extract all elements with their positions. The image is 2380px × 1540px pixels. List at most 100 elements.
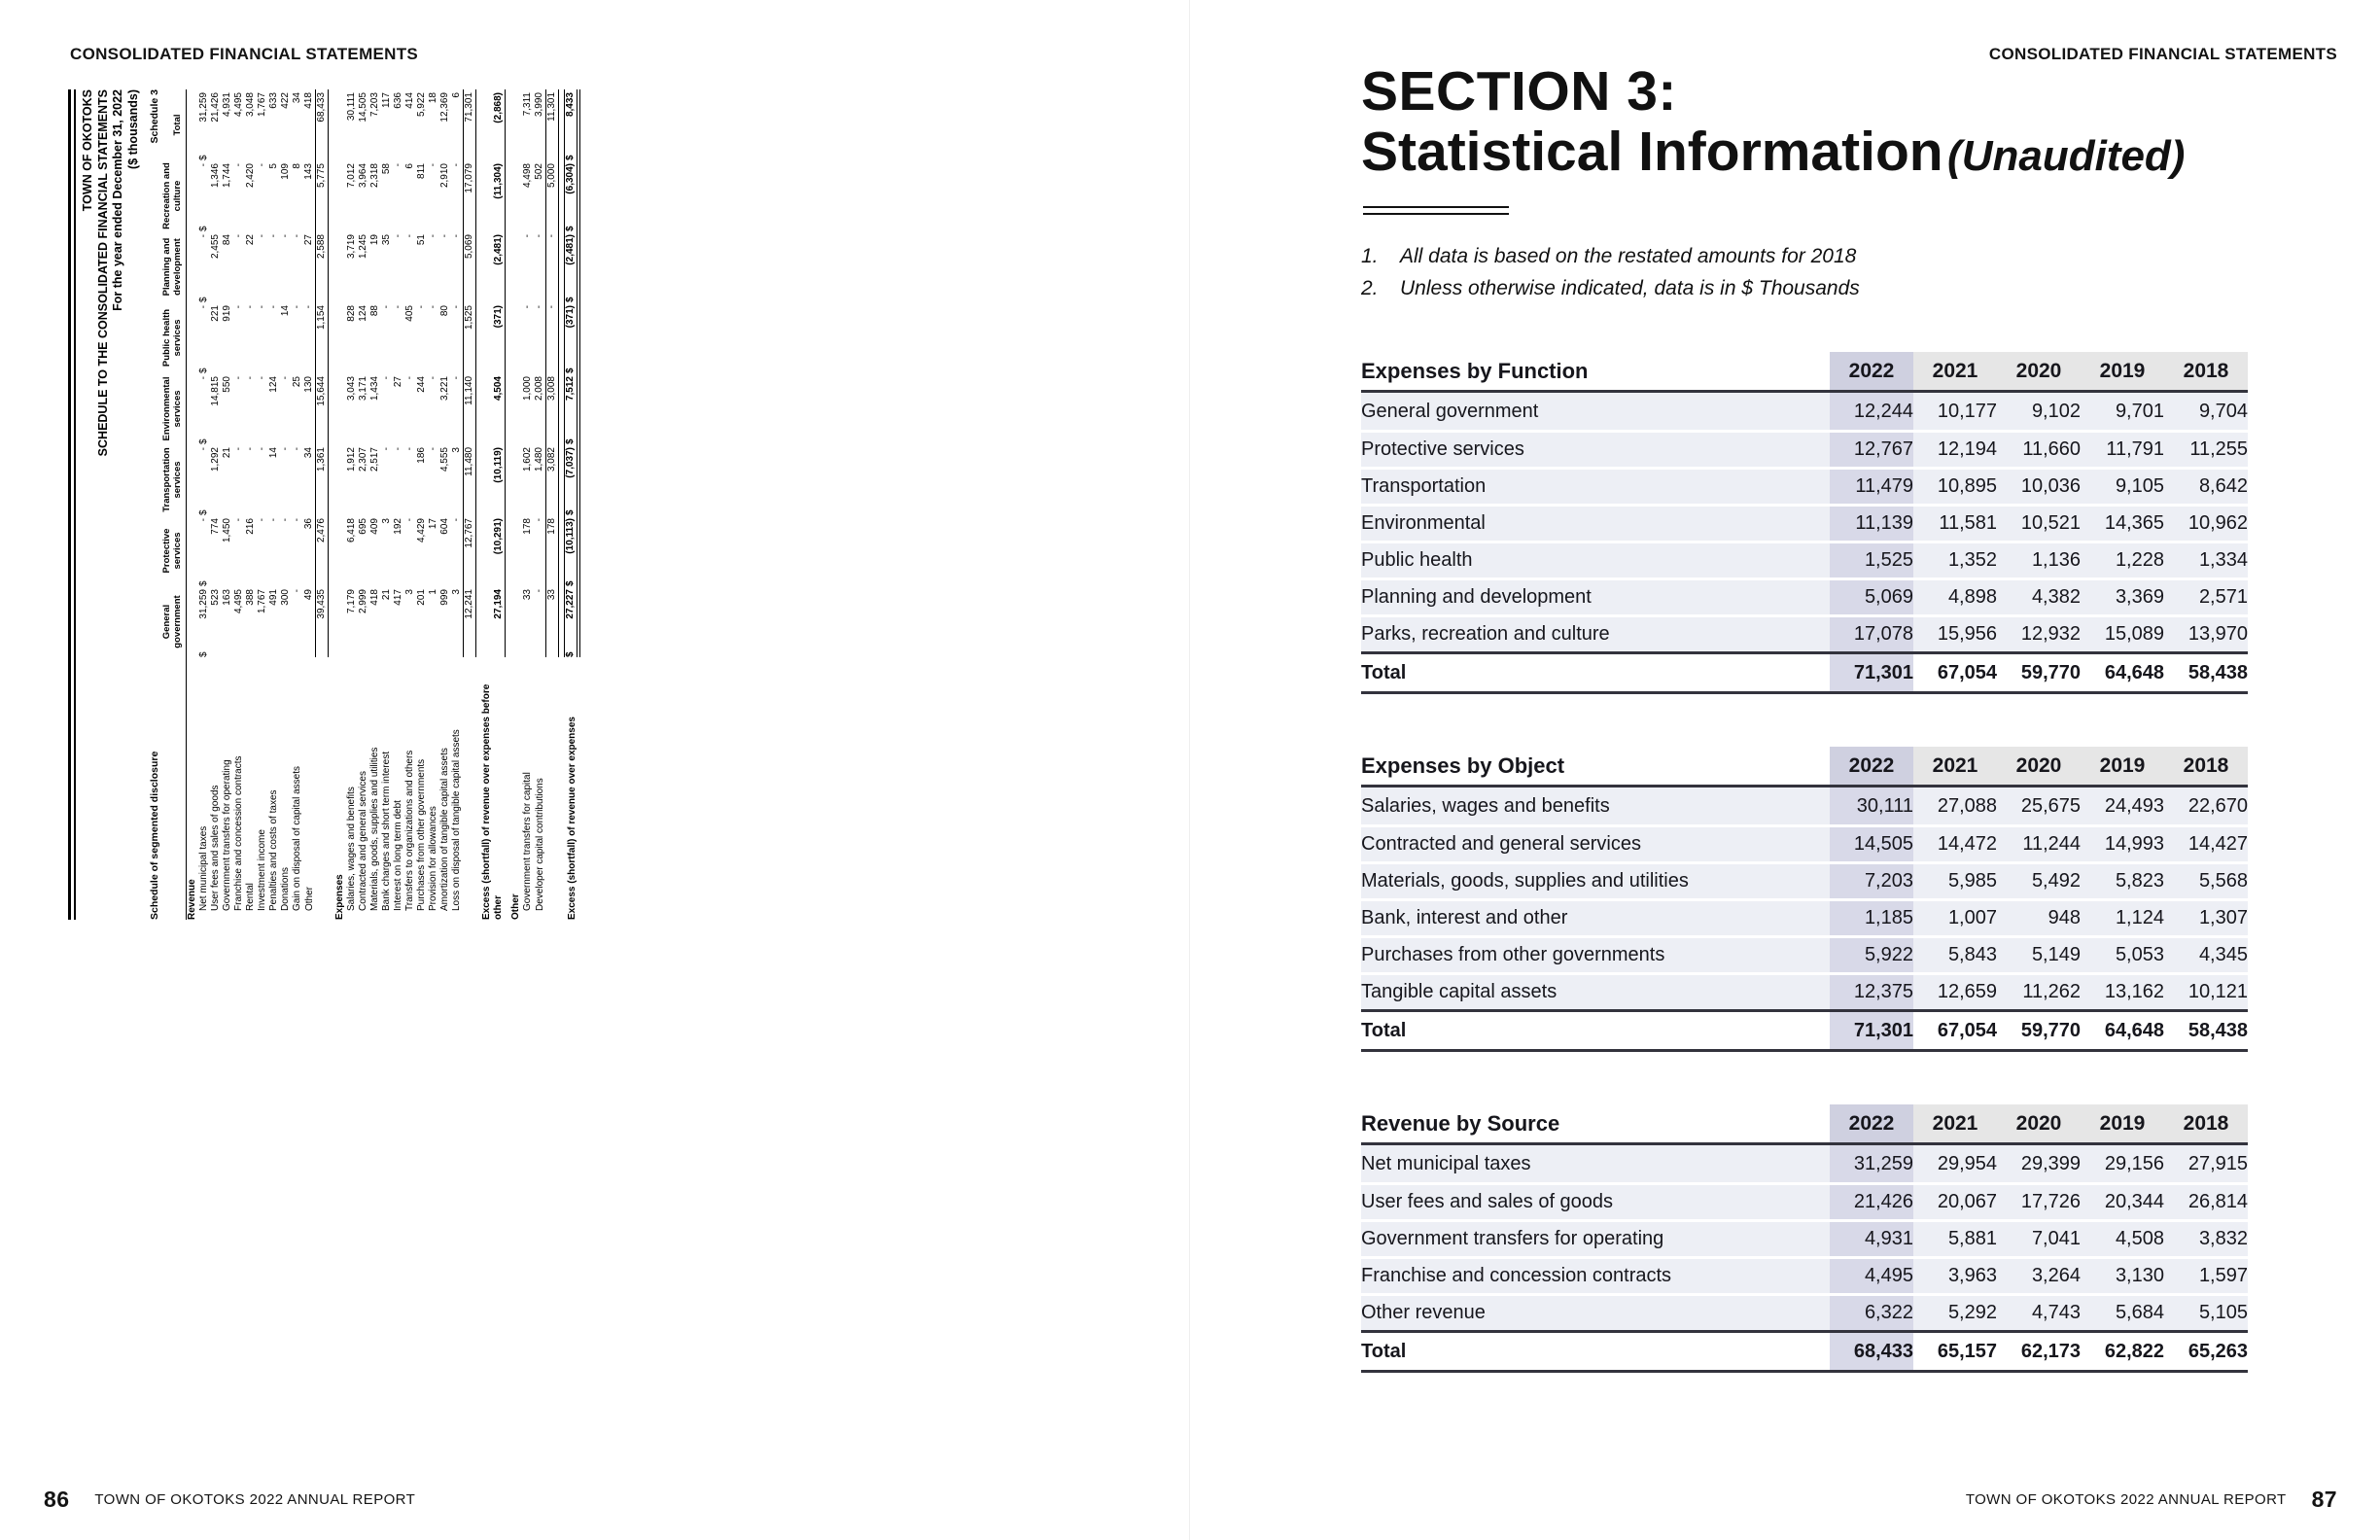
schedule-cell: (10,119) (481, 444, 506, 515)
schedule-row: Provision for allowances 1 17 - - - - - 18 (428, 89, 439, 920)
schedule-row-label: Developer capital contributions (534, 778, 545, 911)
schedule-cell: 417 (392, 589, 403, 606)
schedule-empty-cells (187, 89, 199, 657)
cell-value: 11,581 (1913, 504, 1997, 541)
cell-value: 1,136 (1997, 541, 2081, 578)
cell-value: 5,684 (2081, 1293, 2164, 1330)
schedule-row-label: User fees and sales of goods (210, 785, 222, 911)
schedule-cell: (2,481) (481, 231, 506, 302)
cell-value: 11,139 (1830, 504, 1913, 541)
schedule-cell: 2,999 (357, 589, 368, 614)
schedule-col-header: Public health services (161, 302, 187, 373)
table-row: Materials, goods, supplies and utilities… (1361, 861, 2248, 898)
schedule-cell: 22 (245, 234, 257, 246)
schedule-title-line: TOWN OF OKOTOKS (81, 89, 94, 212)
schedule-cell: - (257, 376, 268, 380)
schedule-cell: 5,775 (315, 160, 329, 231)
schedule-cell: - (233, 305, 245, 309)
schedule-cell: 58 (380, 163, 392, 175)
dollar-sign: $ (565, 438, 577, 444)
cell-value: 15,956 (1913, 614, 1997, 651)
cell-value: (7,037) (565, 447, 577, 478)
schedule-cell: 999 (438, 589, 450, 606)
schedule-col-header: Protective services (161, 515, 187, 586)
schedule-meta-row: Schedule of segmented disclosure Schedul… (149, 89, 160, 920)
schedule-cell: - (392, 447, 403, 451)
schedule-cell: 68,433 (315, 89, 329, 160)
dollar-sign: $ (198, 297, 210, 302)
schedule-row: Transfers to organizations and others 3 - -… (404, 89, 416, 920)
cell-value: 5,843 (1913, 935, 1997, 972)
schedule-cell: 3,043 (345, 376, 357, 402)
cell-value: 8,642 (2164, 467, 2248, 504)
stat-table: Revenue by Source 2022 2021 2020 2019 2018 Net… (1361, 1104, 2248, 1373)
total-row: Total 71,301 67,054 59,770 64,648 58,438 (1361, 651, 2248, 694)
schedule-row-label: Other (510, 893, 522, 920)
schedule-cell: 12,369 (438, 92, 450, 122)
schedule-cell: $7,512 (564, 373, 579, 444)
schedule-cell: $ - (198, 302, 210, 373)
schedule-cell: 1,767 (257, 589, 268, 614)
schedule-cell: 6,418 (345, 518, 357, 543)
year-header: 2019 (2081, 352, 2164, 393)
cell-value: 20,067 (1913, 1182, 1997, 1219)
stat-tables: Expenses by Function 2022 2021 2020 2019 2018… (1361, 352, 2248, 1425)
schedule-cell: $ - (198, 373, 210, 444)
cell-value: 3,264 (1997, 1256, 2081, 1293)
cell-value: 29,156 (2081, 1145, 2164, 1182)
schedule-row-label: Net municipal taxes (198, 825, 210, 911)
schedule-cell: 30,111 (345, 92, 357, 122)
schedule-row: Materials, goods, supplies and utilities… (369, 89, 381, 920)
schedule-cell: - (245, 447, 257, 451)
schedule-cell: 1,450 (222, 518, 233, 543)
schedule-cell: - (257, 518, 268, 522)
schedule-cell: - (534, 589, 545, 593)
schedule-row-label: Bank charges and short term interest (380, 752, 392, 911)
schedule-col-header: Transportation services (161, 444, 187, 515)
schedule-row-label: Provision for allowances (427, 806, 438, 911)
schedule-cell: 35 (380, 234, 392, 246)
table-row: Protective services 12,767 12,194 11,660 11,… (1361, 430, 2248, 467)
schedule-cell: 3,008 (545, 373, 559, 444)
schedule-cell: 25 (292, 376, 303, 388)
year-header: 2021 (1913, 352, 1997, 393)
cell-value: 13,162 (2081, 972, 2164, 1009)
schedule-cell: 1,000 (522, 376, 534, 402)
schedule-cell: $ - (198, 160, 210, 231)
schedule-cell: 143 (303, 163, 315, 180)
schedule-cell: $27,227 (564, 586, 579, 657)
schedule-cell: 523 (210, 589, 222, 606)
cell-value: 3,832 (2164, 1219, 2248, 1256)
schedule-cell: - (292, 518, 303, 522)
schedule-cell: 34 (303, 447, 315, 459)
row-label: Net municipal taxes (1361, 1145, 1830, 1182)
schedule-cell: 124 (268, 376, 280, 393)
table-row: Net municipal taxes 31,259 29,954 29,399 29,… (1361, 1145, 2248, 1182)
schedule-cell: - (257, 447, 268, 451)
schedule-cell: - (268, 518, 280, 522)
row-label: Materials, goods, supplies and utilities (1361, 861, 1830, 898)
schedule-cell: 221 (210, 305, 222, 322)
cell-value: 12,194 (1913, 430, 1997, 467)
schedule-cell: - (233, 447, 245, 451)
schedule-row: Developer capital contributions - - 1,480 2,… (534, 89, 546, 920)
schedule-row: Revenue (187, 89, 199, 920)
year-header: 2020 (1997, 1104, 2081, 1145)
schedule-cell: 1,245 (357, 234, 368, 260)
cell-value: 30,111 (1830, 788, 1913, 824)
schedule-cell: - (257, 305, 268, 309)
schedule-cell: 1,346 (210, 163, 222, 189)
note-number: 2. (1361, 277, 1379, 299)
schedule-row-label: Materials, goods, supplies and utilities (368, 747, 380, 911)
schedule-row-label: Contracted and general services (357, 771, 368, 911)
cell-value: 9,105 (2081, 467, 2164, 504)
table-row: Environmental 11,139 11,581 10,521 14,365 10,… (1361, 504, 2248, 541)
cell-value: 5,823 (2081, 861, 2164, 898)
schedule-cell: 300 (280, 589, 292, 606)
cell-value: 1,352 (1913, 541, 1997, 578)
schedule-cell: 7,179 (345, 589, 357, 614)
cell-value: - (198, 376, 210, 380)
schedule-cell: 4,555 (438, 447, 450, 472)
schedule-cell: 550 (222, 376, 233, 393)
